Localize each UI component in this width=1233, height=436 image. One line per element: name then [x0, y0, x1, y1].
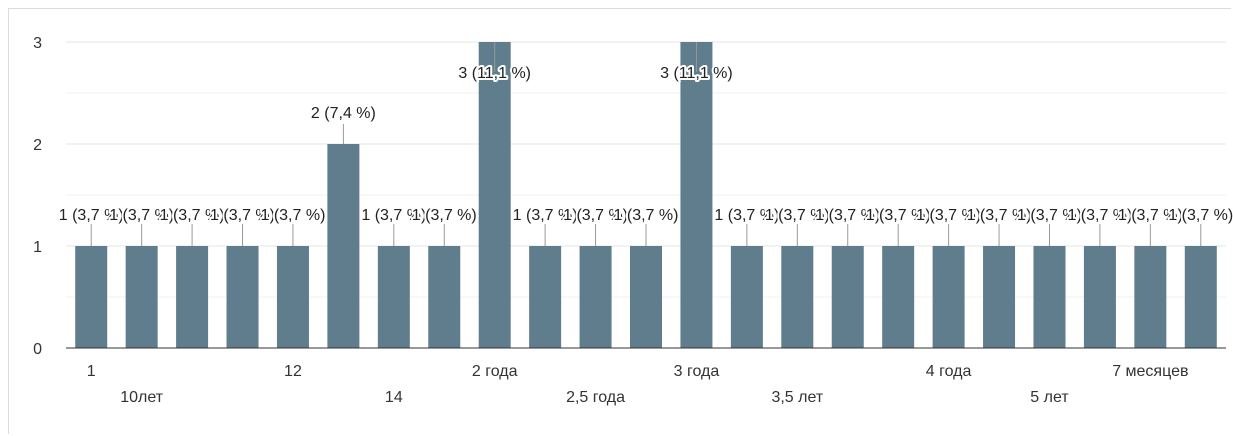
- x-category-label: 4 года: [926, 363, 972, 380]
- x-category-label: 10лет: [120, 389, 164, 406]
- bar: [730, 246, 763, 348]
- bar: [226, 246, 259, 348]
- bar: [75, 246, 108, 348]
- data-label: 1 (3,7 %): [1118, 207, 1183, 224]
- data-label: 1 (3,7 %): [361, 207, 426, 224]
- bar: [1184, 246, 1217, 348]
- bar: [983, 246, 1016, 348]
- data-label: 1 (3,7 %): [260, 207, 325, 224]
- data-label: 1 (3,7 %): [765, 207, 830, 224]
- x-category-label: 3 года: [674, 363, 720, 380]
- bar: [932, 246, 965, 348]
- bar: [831, 246, 864, 348]
- data-label: 1 (3,7 %): [614, 207, 679, 224]
- data-label: 3 (11,1 %): [660, 65, 733, 82]
- data-label: 1 (3,7 %): [714, 207, 779, 224]
- x-category-label: 7 месяцев: [1112, 363, 1188, 380]
- bar: [1134, 246, 1167, 348]
- data-label: 1 (3,7 %): [1017, 207, 1082, 224]
- data-label: 1 (3,7 %): [967, 207, 1032, 224]
- x-category-label: 2 года: [472, 363, 518, 380]
- bar: [276, 246, 309, 348]
- bar: [377, 246, 410, 348]
- bar: [1033, 246, 1066, 348]
- x-category-label: 5 лет: [1030, 389, 1069, 406]
- data-label: 1 (3,7 %): [412, 207, 477, 224]
- data-label: 3 (11,1 %): [458, 65, 531, 82]
- data-label: 1 (3,7 %): [916, 207, 981, 224]
- data-label: 1 (3,7 %): [513, 207, 578, 224]
- bar: [1083, 246, 1116, 348]
- bar: [781, 246, 814, 348]
- data-label: 1 (3,7 %): [109, 207, 174, 224]
- data-label: 1 (3,7 %): [815, 207, 880, 224]
- y-tick-label: 1: [33, 239, 42, 256]
- x-category-label: 12: [284, 363, 302, 380]
- data-label: 1 (3,7 %): [1067, 207, 1132, 224]
- chart-frame: [8, 8, 1231, 434]
- data-label: 1 (3,7 %): [866, 207, 931, 224]
- bar: [680, 42, 713, 348]
- bar: [579, 246, 612, 348]
- bar: [327, 144, 360, 348]
- x-category-label: 1: [87, 363, 96, 380]
- data-label: 1 (3,7 %): [210, 207, 275, 224]
- bar: [529, 246, 562, 348]
- x-category-label: 14: [385, 389, 403, 406]
- bar: [125, 246, 158, 348]
- bar: [882, 246, 915, 348]
- bar: [478, 42, 511, 348]
- bar: [428, 246, 461, 348]
- data-label: 1 (3,7 %): [59, 207, 124, 224]
- y-tick-label: 2: [33, 137, 42, 154]
- data-label: 2 (7,4 %): [311, 105, 376, 122]
- y-tick-label: 0: [33, 341, 42, 358]
- y-tick-label: 3: [33, 35, 42, 52]
- x-category-label: 3,5 лет: [771, 389, 823, 406]
- bar: [630, 246, 662, 348]
- x-category-label: 2,5 года: [566, 389, 625, 406]
- data-label: 1 (3,7 %): [1168, 207, 1233, 224]
- bar: [176, 246, 209, 348]
- data-label: 1 (3,7 %): [563, 207, 628, 224]
- data-label: 1 (3,7 %): [160, 207, 225, 224]
